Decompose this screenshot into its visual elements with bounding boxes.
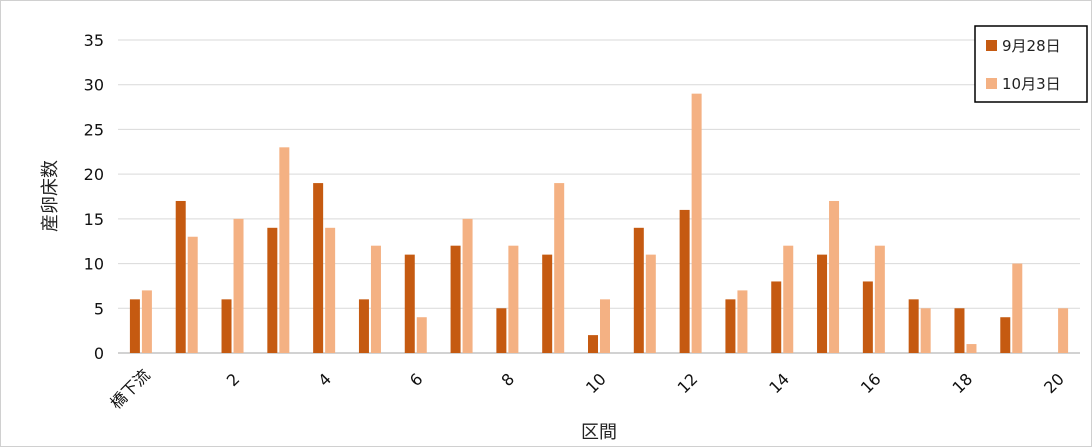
bar-series-1-17	[920, 308, 931, 353]
y-tick-label: 0	[94, 344, 104, 363]
bar-series-0-9	[542, 254, 553, 353]
bar-series-1-8	[508, 245, 519, 353]
y-axis-title: 産卵床数	[40, 160, 61, 232]
bar-series-0-橋下流	[129, 299, 140, 353]
bar-series-1-3	[279, 147, 290, 353]
y-tick-label: 35	[84, 31, 104, 50]
bar-series-0-14	[771, 281, 782, 353]
legend-swatch-series-0	[986, 40, 997, 51]
bar-series-0-1	[175, 200, 186, 353]
bar-series-1-1	[187, 236, 198, 353]
bar-series-1-16	[874, 245, 885, 353]
y-tick-label: 20	[84, 165, 104, 184]
bar-series-1-11	[645, 254, 656, 353]
y-tick-label: 15	[84, 210, 104, 229]
y-tick-label: 30	[84, 76, 104, 95]
y-tick-label: 5	[94, 299, 104, 318]
bar-series-1-12	[691, 93, 702, 354]
bar-series-0-7	[450, 245, 461, 353]
legend-label-series-1: 10月3日	[1002, 75, 1061, 93]
bar-series-1-9	[554, 183, 565, 353]
bar-series-1-5	[370, 245, 381, 353]
bar-series-0-18	[954, 308, 965, 353]
bar-series-0-5	[358, 299, 369, 353]
bar-series-1-6	[416, 317, 427, 353]
y-tick-label: 10	[84, 255, 104, 274]
y-tick-labels: 0 5 10 15 20 25 30 35	[84, 31, 104, 363]
bar-series-0-11	[633, 227, 644, 353]
bar-series-0-10	[588, 335, 598, 353]
bar-series-1-18	[966, 344, 977, 353]
legend-swatch-series-1	[986, 78, 997, 89]
y-tick-label: 25	[84, 120, 104, 139]
bar-series-0-3	[267, 227, 278, 353]
bar-series-1-7	[462, 218, 473, 353]
legend-label-series-0: 9月28日	[1002, 37, 1061, 55]
bar-series-1-4	[325, 227, 336, 353]
bar-series-0-17	[908, 299, 919, 353]
bar-series-0-12	[679, 209, 690, 353]
legend: 9月28日 10月3日	[974, 25, 1088, 103]
bar-series-1-19	[1012, 263, 1023, 353]
bar-series-0-4	[313, 183, 324, 353]
bar-series-0-8	[496, 308, 507, 353]
bar-series-1-15	[829, 200, 840, 353]
bar-series-0-16	[862, 281, 873, 353]
bar-series-0-13	[725, 299, 736, 353]
bar-series-1-橋下流	[141, 290, 152, 353]
legend-box	[974, 25, 1088, 103]
bar-series-0-2	[221, 299, 232, 353]
bar-series-0-15	[817, 254, 828, 353]
bar-series-1-20	[1058, 308, 1069, 353]
bar-series-0-6	[404, 254, 415, 353]
bar-series-1-10	[600, 299, 610, 353]
bar-series-1-14	[783, 245, 794, 353]
bar-series-1-13	[737, 290, 748, 353]
x-axis-title: 区間	[581, 422, 617, 443]
bars	[129, 93, 1069, 354]
grid-lines	[118, 39, 1080, 354]
bar-series-0-19	[1000, 317, 1011, 353]
bar-series-1-2	[233, 218, 244, 353]
